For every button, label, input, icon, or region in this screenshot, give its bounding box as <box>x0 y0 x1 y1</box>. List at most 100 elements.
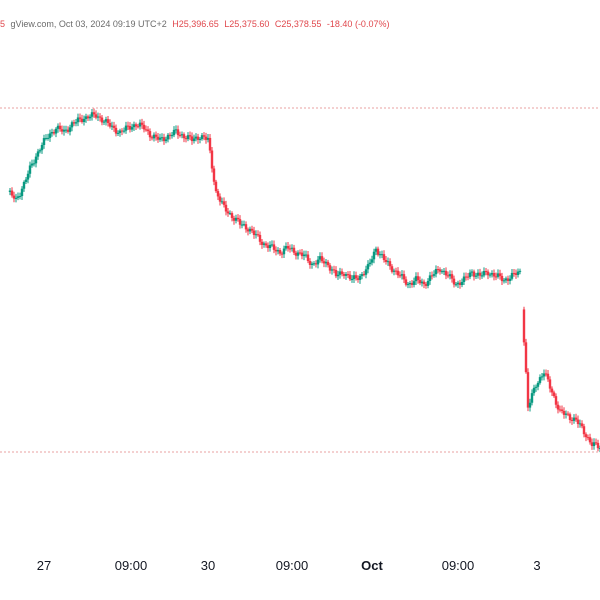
candle-body <box>120 130 124 132</box>
candle <box>272 240 276 254</box>
candle <box>142 120 146 133</box>
candle <box>570 417 574 425</box>
candle-body <box>526 372 530 408</box>
candle-body <box>470 271 474 273</box>
candle-body <box>302 254 306 257</box>
candle <box>222 197 226 208</box>
candle <box>314 260 318 268</box>
candle-body <box>14 197 18 199</box>
candle <box>66 126 70 134</box>
candle-body <box>186 135 190 140</box>
candle-body <box>556 404 560 410</box>
candle <box>344 271 348 280</box>
candle-body <box>476 272 480 276</box>
candle-body <box>158 137 162 140</box>
candle <box>442 268 446 275</box>
candle-body <box>482 271 486 276</box>
candle <box>136 123 140 129</box>
candle <box>596 439 600 452</box>
candle-body <box>340 271 344 275</box>
candle-body <box>18 195 22 197</box>
candle <box>304 250 308 258</box>
candle-body <box>28 165 32 174</box>
candle <box>134 122 138 130</box>
candle-body <box>90 112 94 117</box>
candle <box>284 242 288 251</box>
candle-body <box>46 137 50 139</box>
candle-body <box>398 275 402 277</box>
candle <box>566 411 570 417</box>
candle <box>368 258 372 267</box>
candle-body <box>314 263 318 265</box>
candle-body <box>142 124 146 130</box>
candle <box>104 116 108 126</box>
candle <box>480 271 484 279</box>
candle <box>138 119 142 130</box>
candle-body <box>488 274 492 276</box>
candle <box>18 192 22 200</box>
candle <box>96 112 100 122</box>
candle-body <box>188 135 192 137</box>
candle <box>192 134 196 144</box>
candle-body <box>100 117 104 123</box>
price-levels <box>0 107 600 453</box>
candle-body <box>58 125 62 130</box>
candle-body <box>240 224 244 226</box>
candle <box>356 275 360 283</box>
candle <box>546 370 550 382</box>
candle <box>184 135 188 143</box>
candle-body <box>136 126 140 128</box>
candle <box>316 255 320 269</box>
candle-body <box>298 252 302 254</box>
candle-body <box>448 274 452 277</box>
candle-body <box>238 219 242 225</box>
candle <box>456 280 460 288</box>
candle <box>160 133 164 142</box>
candle <box>598 445 600 453</box>
candle <box>532 384 536 396</box>
candle-body <box>332 269 336 271</box>
candle <box>72 119 76 127</box>
candle <box>418 276 422 286</box>
candle-body <box>40 144 44 151</box>
candle <box>158 133 162 142</box>
candle <box>438 267 442 275</box>
x-tick-label: 27 <box>37 558 51 573</box>
candle <box>126 121 130 130</box>
candle-body <box>472 271 476 277</box>
candle-body <box>282 248 286 255</box>
candle <box>390 264 394 274</box>
candle-body <box>312 263 316 265</box>
candle-body <box>50 132 54 134</box>
candle-body <box>580 423 584 427</box>
candle <box>298 249 302 255</box>
candle <box>140 118 144 129</box>
candle <box>332 265 336 274</box>
candle-body <box>536 382 540 387</box>
candle-body <box>358 275 362 280</box>
close-value: C25,378.55 <box>274 19 322 29</box>
candle-body <box>246 229 250 232</box>
candle <box>256 230 260 237</box>
candle <box>52 129 56 136</box>
candle-body <box>202 135 206 137</box>
candle-body <box>304 254 308 256</box>
candle <box>242 220 246 227</box>
candle <box>338 267 342 279</box>
candle <box>538 374 542 385</box>
candle <box>262 241 266 248</box>
candle-body <box>260 241 264 245</box>
candle-body <box>548 379 552 389</box>
candle-body <box>596 442 600 449</box>
candle-body <box>150 137 154 139</box>
candle <box>398 271 402 279</box>
candle <box>374 246 378 256</box>
candle-body <box>154 134 158 137</box>
candle-body <box>280 253 284 255</box>
candle <box>552 390 556 398</box>
candle <box>548 376 552 393</box>
candle <box>46 133 50 141</box>
candle <box>132 121 136 131</box>
candle-body <box>276 249 280 252</box>
x-tick-label: 09:00 <box>115 558 148 573</box>
